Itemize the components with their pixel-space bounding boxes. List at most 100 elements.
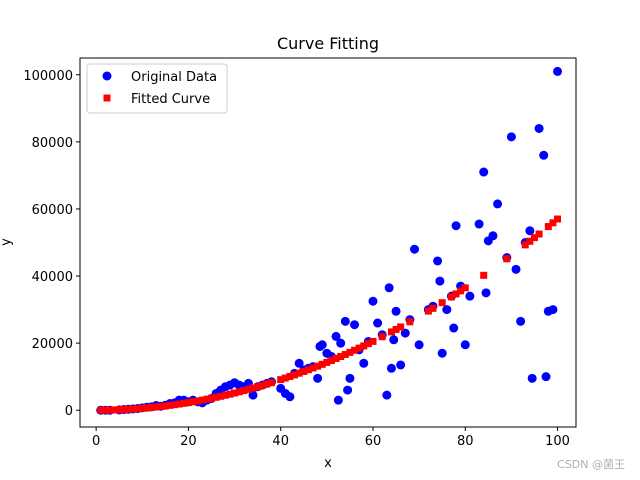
original-data-point-83	[460, 340, 470, 350]
fitted-curve-point-44	[304, 366, 312, 374]
fitted-curve-point-53	[346, 348, 354, 356]
fitted-curve-point-75	[530, 234, 538, 242]
fitted-curve-point-76	[535, 230, 543, 238]
original-data-point-77	[437, 348, 447, 358]
fitted-curve-point-47	[318, 360, 326, 368]
fitted-curve-point-62	[397, 323, 405, 331]
fitted-curve-point-39	[281, 374, 289, 382]
fitted-curve-point-35	[258, 381, 266, 389]
fitted-curve-point-1	[101, 406, 109, 414]
fitted-curve-point-42	[295, 369, 303, 377]
fitted-curve-point-22	[198, 396, 206, 404]
original-data-point-72	[414, 340, 424, 350]
axis-ticks: 0 20 40 60 80 100 0 20000 40000 60000 80000 100000	[23, 69, 570, 449]
fitted-curve-point-46	[314, 362, 322, 370]
fitted-curve-point-31	[240, 387, 248, 395]
fitted-curve-point-67	[447, 293, 455, 301]
x-tick-label-3: 60	[365, 434, 382, 449]
fitted-curve-point-32	[244, 385, 252, 393]
original-data-point-41	[294, 358, 304, 368]
original-data-point-80	[449, 323, 459, 333]
fitted-curve-point-0	[97, 406, 105, 414]
original-data-point-58	[359, 358, 369, 368]
legend-label-fitted-curve: Fitted Curve	[131, 92, 210, 107]
fitted-curve-point-59	[378, 333, 386, 341]
fitted-curve-point-15	[166, 401, 174, 409]
x-tick-label-1: 20	[180, 434, 197, 449]
legend-box	[86, 63, 228, 114]
original-data-point-90	[493, 199, 503, 209]
fitted-curve-point-6	[124, 405, 132, 413]
original-data-point-93	[511, 264, 521, 274]
original-data-point-52	[336, 338, 346, 348]
fitted-curve-point-41	[291, 371, 299, 379]
fitted-curve-point-11	[148, 403, 156, 411]
fitted-curve-point-70	[461, 284, 469, 292]
original-data-point-47	[317, 340, 327, 350]
fitted-curve-point-34	[254, 383, 262, 391]
fitted-curve-point-78	[549, 219, 557, 227]
y-tick-label-2: 40000	[32, 270, 73, 285]
fitted-curve-point-77	[544, 223, 552, 231]
fitted-curve-point-65	[429, 304, 437, 312]
legend-marker-original-data	[102, 71, 112, 81]
fitted-curve-point-36	[263, 380, 271, 388]
original-data-point-54	[343, 385, 353, 395]
original-data-point-99	[539, 150, 549, 160]
fitted-curve-point-9	[138, 404, 146, 412]
original-data-point-96	[525, 226, 535, 236]
y-tick-label-5: 100000	[23, 69, 73, 84]
original-data-point-56	[350, 320, 360, 330]
fitted-curve-point-16	[171, 401, 179, 409]
original-data-point-81	[451, 221, 461, 231]
y-axis-label: y	[0, 238, 14, 246]
fitted-curve-point-12	[152, 403, 160, 411]
fitted-curve-point-63	[406, 318, 414, 326]
original-data-point-85	[474, 219, 484, 229]
original-data-point-66	[389, 335, 399, 345]
original-data-point-98	[534, 123, 544, 133]
x-tick-label-4: 80	[457, 434, 474, 449]
fitted-curve-point-37	[267, 379, 275, 387]
original-data-point-39	[285, 392, 295, 402]
fitted-curve-point-73	[521, 241, 529, 249]
fitted-curve-point-27	[221, 391, 229, 399]
original-data-point-103	[553, 66, 563, 76]
original-data-point-92	[506, 132, 516, 142]
original-data-point-64	[384, 283, 394, 293]
fitted-curve-point-54	[351, 346, 359, 354]
watermark: CSDN @菌王	[557, 458, 625, 471]
original-data-point-65	[386, 363, 396, 373]
original-data-point-84	[465, 291, 475, 301]
fitted-curve-point-43	[300, 368, 308, 376]
original-data-point-76	[435, 276, 445, 286]
fitted-curve-point-49	[327, 356, 335, 364]
y-tick-label-3: 60000	[32, 203, 73, 218]
fitted-curve-point-18	[180, 399, 188, 407]
fitted-curve-point-69	[457, 287, 465, 295]
fitted-curve-point-19	[184, 399, 192, 407]
fitted-curve-point-40	[286, 373, 294, 380]
fitted-curve-point-48	[323, 358, 331, 366]
axes-frame	[79, 57, 577, 428]
fitted-curve-point-4	[115, 406, 123, 414]
legend-label-original-data: Original Data	[131, 70, 217, 85]
fitted-curve-point-66	[438, 299, 446, 307]
legend: Original Data Fitted Curve	[86, 63, 228, 114]
fitted-curve-point-5	[120, 406, 128, 414]
y-tick-label-4: 80000	[32, 136, 73, 151]
fitted-curve-point-71	[480, 271, 488, 279]
fitted-curve-point-58	[369, 337, 377, 345]
fitted-curve-point-64	[424, 307, 432, 315]
fitted-curve-point-55	[355, 344, 363, 352]
fitted-curve-point-7	[129, 405, 137, 413]
fitted-curve-point-68	[452, 290, 460, 298]
original-data-point-50	[331, 331, 341, 341]
fitted-curve-point-45	[309, 364, 317, 372]
original-data-point-68	[396, 360, 406, 370]
x-axis-label: x	[324, 456, 332, 471]
original-data-point-67	[391, 306, 401, 316]
fitted-curve-point-24	[208, 394, 215, 402]
fitted-curve-point-13	[157, 402, 165, 410]
original-data-point-60	[368, 296, 378, 306]
